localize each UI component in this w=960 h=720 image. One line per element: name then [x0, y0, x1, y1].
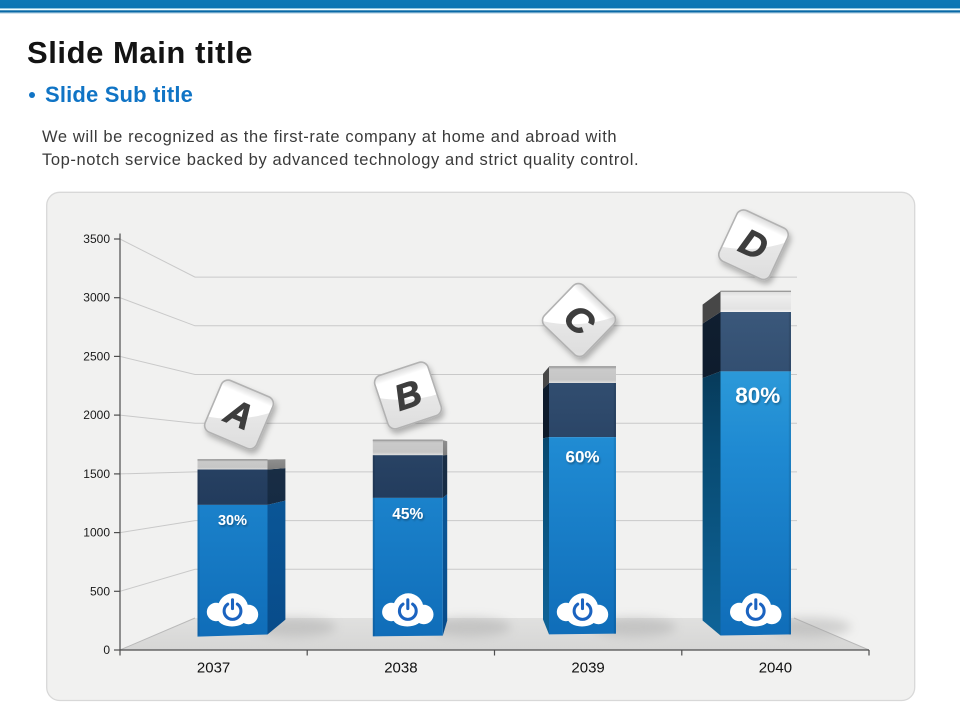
- svg-text:80%: 80%: [735, 383, 780, 408]
- svg-text:2038: 2038: [384, 660, 417, 677]
- svg-text:30%: 30%: [218, 513, 247, 529]
- svg-text:60%: 60%: [565, 447, 599, 466]
- svg-text:1000: 1000: [83, 526, 110, 540]
- svg-text:3000: 3000: [83, 291, 110, 305]
- svg-text:2037: 2037: [197, 660, 230, 677]
- svg-text:1500: 1500: [83, 467, 110, 481]
- svg-text:500: 500: [90, 584, 110, 598]
- svg-text:3500: 3500: [83, 232, 110, 246]
- svg-text:0: 0: [103, 643, 110, 657]
- svg-text:2039: 2039: [571, 660, 604, 677]
- svg-text:2500: 2500: [83, 349, 110, 363]
- svg-text:45%: 45%: [392, 506, 423, 523]
- svg-text:2040: 2040: [759, 660, 792, 677]
- svg-text:2000: 2000: [83, 408, 110, 422]
